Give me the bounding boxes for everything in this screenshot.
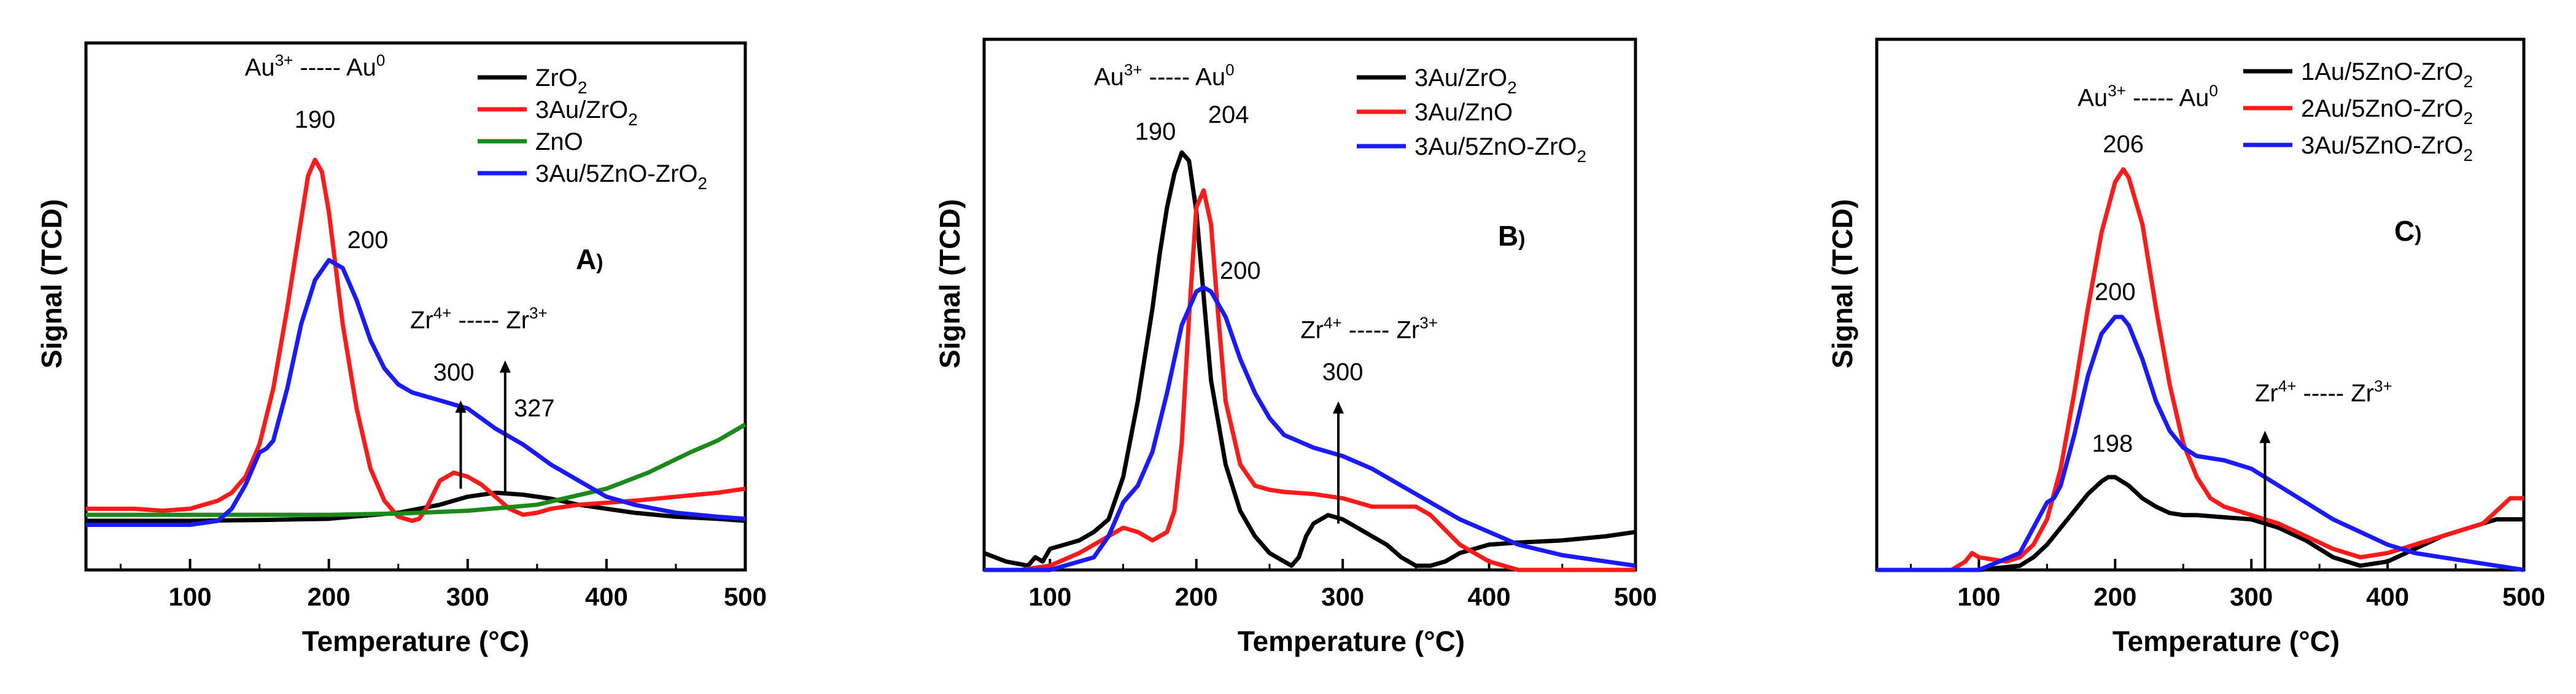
- xtick-label-c-400: 400: [2366, 582, 2409, 611]
- plot-frame-c: [1875, 37, 2526, 572]
- plot-frame-b: [982, 37, 1637, 572]
- xtick-label-b-300: 300: [1321, 582, 1364, 611]
- panel-label-c: C): [2394, 215, 2422, 247]
- value-label-a-5: 300: [433, 359, 475, 386]
- arrow-head-c-1: [2259, 431, 2271, 443]
- xtick-label-a-400: 400: [585, 582, 628, 611]
- peak-label-b-3: 204: [1208, 101, 1249, 128]
- series-line-c-2: [1877, 167, 2524, 572]
- legend-label-a-3: ZnO: [535, 128, 583, 155]
- transition-label-c-5: Zr4+ ----- Zr3+: [2255, 376, 2392, 407]
- arrow-head-a-2: [499, 360, 511, 373]
- value-label-a-6: 327: [514, 395, 555, 422]
- transition-label-b-1: Au3+ ----- Au0: [1094, 60, 1235, 90]
- xtick-label-c-500: 500: [2502, 582, 2545, 611]
- xlabel-a: Temperature (°C): [302, 625, 529, 657]
- value-label-b-6: 300: [1322, 359, 1364, 386]
- panel-b: Signal (TCD) Temperature (°C) 100 200 300 4…: [934, 37, 1657, 657]
- series-line-b-1: [983, 150, 1636, 568]
- xtick-label-a-100: 100: [169, 582, 212, 611]
- arrow-head-b-1: [1332, 401, 1344, 414]
- legend-label-c-3: 3Au/5ZnO-ZrO2: [2301, 132, 2473, 165]
- peak-label-c-2: 206: [2103, 131, 2144, 158]
- series-line-a-4: [86, 258, 746, 527]
- panel-c: Signal (TCD) Temperature (°C) 100 200 300 4…: [1826, 37, 2545, 657]
- xtick-label-a-300: 300: [446, 582, 489, 611]
- legend-label-a-4: 3Au/5ZnO-ZrO2: [535, 160, 707, 193]
- ylabel-b: Signal (TCD): [934, 199, 966, 368]
- series-line-a-3: [86, 423, 747, 517]
- xtick-label-a-500: 500: [724, 582, 767, 611]
- xlabel-c: Temperature (°C): [2112, 625, 2340, 657]
- series-line-b-2: [984, 188, 1635, 572]
- transition-label-b-5: Zr4+ ----- Zr3+: [1300, 313, 1438, 343]
- ylabel-c: Signal (TCD): [1826, 199, 1858, 368]
- transition-label-c-1: Au3+ ----- Au0: [2077, 82, 2218, 112]
- transition-label-a-1: Au3+ ----- Au0: [245, 51, 386, 81]
- xtick-label-c-100: 100: [1957, 582, 2000, 611]
- legend-label-c-1: 1Au/5ZnO-ZrO2: [2301, 58, 2473, 91]
- peak-label-b-2: 190: [1135, 119, 1176, 146]
- xtick-label-b-400: 400: [1468, 582, 1511, 611]
- ylabel-a: Signal (TCD): [36, 199, 68, 368]
- series-line-c-1: [1877, 475, 2524, 572]
- panel-a: Signal (TCD) Temperature (°C) 100 200 300 4…: [36, 41, 767, 657]
- peak-label-c-3: 200: [2095, 279, 2136, 306]
- series-line-c-3: [1877, 314, 2524, 572]
- xtick-label-b-500: 500: [1614, 582, 1657, 611]
- legend-label-b-1: 3Au/ZrO2: [1414, 64, 1517, 97]
- transition-label-a-4: Zr4+ ----- Zr3+: [410, 303, 548, 333]
- series-line-b-3: [984, 285, 1636, 572]
- legend-label-b-2: 3Au/ZnO: [1414, 99, 1513, 126]
- peak-label-b-4: 200: [1220, 257, 1261, 284]
- arrow-head-a-1: [455, 400, 467, 413]
- series-line-a-1: [86, 490, 746, 523]
- xtick-label-c-200: 200: [2093, 582, 2136, 611]
- xtick-label-c-300: 300: [2230, 582, 2273, 611]
- legend-label-c-2: 2Au/5ZnO-ZrO2: [2301, 95, 2473, 128]
- series-line-a-2: [86, 157, 746, 523]
- xtick-label-b-100: 100: [1028, 582, 1071, 611]
- value-label-c-4: 198: [2092, 431, 2133, 458]
- xtick-label-a-200: 200: [308, 582, 351, 611]
- panel-label-b: B): [1498, 220, 1526, 252]
- legend-label-b-3: 3Au/5ZnO-ZrO2: [1414, 133, 1586, 166]
- panel-label-a: A): [576, 243, 603, 275]
- legend-label-a-2: 3Au/ZrO2: [535, 96, 638, 129]
- xlabel-b: Temperature (°C): [1238, 625, 1465, 657]
- legend-label-a-1: ZrO2: [535, 64, 587, 97]
- plot-frame-a: [84, 41, 747, 572]
- peak-label-a-2: 190: [295, 106, 336, 133]
- xtick-label-b-200: 200: [1175, 582, 1218, 611]
- peak-label-a-3: 200: [347, 227, 389, 254]
